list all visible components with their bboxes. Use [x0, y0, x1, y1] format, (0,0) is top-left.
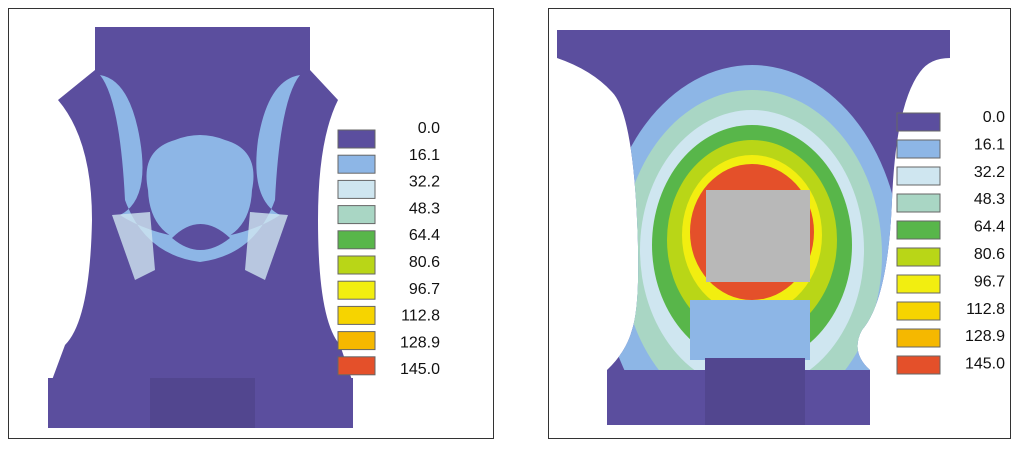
legend-swatch	[897, 194, 940, 212]
legend-swatch	[338, 130, 375, 148]
legend-swatch	[338, 281, 375, 299]
legend-swatch	[338, 357, 375, 375]
legend-swatch	[338, 231, 375, 249]
legend-label: 96.7	[974, 273, 1005, 290]
model-left	[48, 27, 353, 428]
legend-label: 128.9	[965, 328, 1005, 345]
legend-label: 80.6	[409, 254, 440, 271]
legend-label: 0.0	[418, 120, 440, 137]
legend-label: 80.6	[974, 246, 1005, 263]
legend-label: 0.0	[983, 109, 1005, 126]
legend-swatch	[897, 221, 940, 239]
legend-label: 145.0	[400, 361, 440, 378]
legend-label: 16.1	[409, 147, 440, 164]
legend-label: 145.0	[965, 356, 1005, 373]
legend-swatch	[897, 356, 940, 374]
legend-label: 64.4	[409, 227, 440, 244]
legend-label: 96.7	[409, 281, 440, 298]
legend-label: 64.4	[974, 219, 1005, 236]
legend-swatch	[338, 306, 375, 324]
legend-swatch	[897, 248, 940, 266]
legend-label: 48.3	[974, 191, 1005, 208]
legend-label: 48.3	[409, 200, 440, 217]
legend-swatch	[338, 206, 375, 224]
legend-label: 112.8	[966, 301, 1005, 318]
legend-swatch	[897, 140, 940, 158]
legend-label: 128.9	[400, 334, 440, 351]
legend-swatch	[338, 180, 375, 198]
legend-swatch	[897, 275, 940, 293]
figure: 0.0 16.1 32.2 48.3 64.4 80.6 96.7 112.8 128.9 145…	[0, 0, 1018, 446]
legend-swatch	[897, 302, 940, 320]
legend-label: 112.8	[401, 308, 440, 325]
legend-swatch	[338, 155, 375, 173]
legend-label: 32.2	[409, 174, 440, 191]
legend-label: 16.1	[974, 136, 1005, 153]
legend-swatch	[897, 329, 940, 347]
legend-swatch	[897, 167, 940, 185]
legend-swatch	[338, 256, 375, 274]
legend-swatch	[897, 113, 940, 131]
legend-label: 32.2	[974, 164, 1005, 181]
legend-swatch	[338, 332, 375, 350]
